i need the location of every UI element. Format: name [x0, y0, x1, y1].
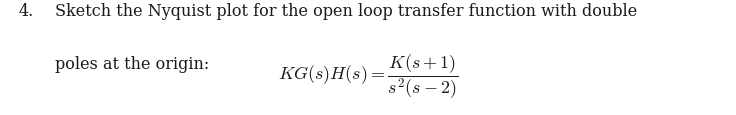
Text: 4.: 4.	[18, 3, 34, 20]
Text: poles at the origin:: poles at the origin:	[55, 55, 210, 72]
Text: $\mathit{KG}(\mathit{s})\mathit{H}(\mathit{s}) = \dfrac{\mathit{K}(\mathit{s}+1): $\mathit{KG}(\mathit{s})\mathit{H}(\math…	[277, 52, 459, 100]
Text: Sketch the Nyquist plot for the open loop transfer function with double: Sketch the Nyquist plot for the open loo…	[55, 3, 637, 20]
